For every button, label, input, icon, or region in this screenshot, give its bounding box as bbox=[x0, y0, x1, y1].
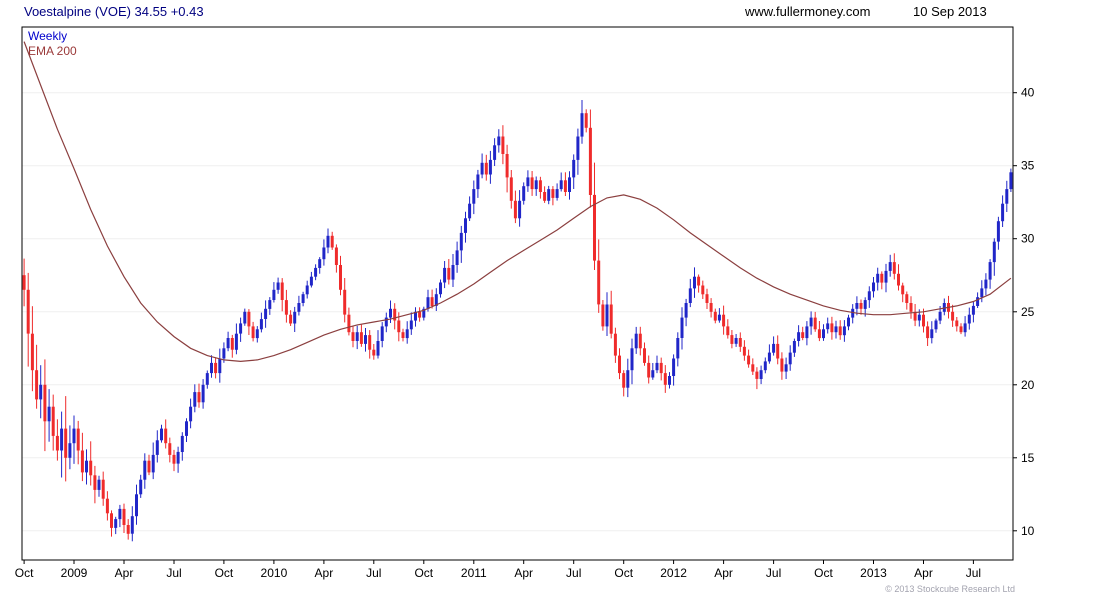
svg-text:Apr: Apr bbox=[115, 566, 134, 580]
svg-text:Apr: Apr bbox=[315, 566, 334, 580]
svg-text:Apr: Apr bbox=[714, 566, 733, 580]
svg-text:Oct: Oct bbox=[15, 566, 34, 580]
svg-text:Apr: Apr bbox=[914, 566, 933, 580]
svg-text:Jul: Jul bbox=[366, 566, 381, 580]
svg-text:Jul: Jul bbox=[766, 566, 781, 580]
svg-text:2012: 2012 bbox=[660, 566, 687, 580]
svg-text:2009: 2009 bbox=[61, 566, 88, 580]
svg-text:Oct: Oct bbox=[814, 566, 833, 580]
svg-text:Oct: Oct bbox=[614, 566, 633, 580]
svg-text:2011: 2011 bbox=[461, 566, 487, 580]
svg-text:40: 40 bbox=[1021, 86, 1035, 100]
svg-text:Oct: Oct bbox=[215, 566, 234, 580]
legend-weekly-label: Weekly bbox=[28, 29, 68, 43]
svg-text:10: 10 bbox=[1021, 524, 1035, 538]
svg-text:Jul: Jul bbox=[166, 566, 181, 580]
fullermoney-url: www.fullermoney.com bbox=[745, 4, 871, 19]
svg-text:15: 15 bbox=[1021, 451, 1035, 465]
legend-ema-label: EMA 200 bbox=[28, 44, 77, 58]
svg-text:2010: 2010 bbox=[261, 566, 288, 580]
svg-text:Apr: Apr bbox=[514, 566, 533, 580]
page-title: Voestalpine (VOE) 34.55 +0.43 bbox=[24, 4, 204, 19]
svg-text:2013: 2013 bbox=[860, 566, 887, 580]
svg-text:35: 35 bbox=[1021, 159, 1035, 173]
svg-text:20: 20 bbox=[1021, 378, 1035, 392]
svg-text:25: 25 bbox=[1021, 305, 1035, 319]
svg-text:Jul: Jul bbox=[566, 566, 581, 580]
chart-date: 10 Sep 2013 bbox=[913, 4, 987, 19]
svg-text:Jul: Jul bbox=[966, 566, 981, 580]
svg-text:Oct: Oct bbox=[414, 566, 433, 580]
copyright-notice: © 2013 Stockcube Research Ltd bbox=[885, 584, 1015, 594]
svg-text:30: 30 bbox=[1021, 232, 1035, 246]
